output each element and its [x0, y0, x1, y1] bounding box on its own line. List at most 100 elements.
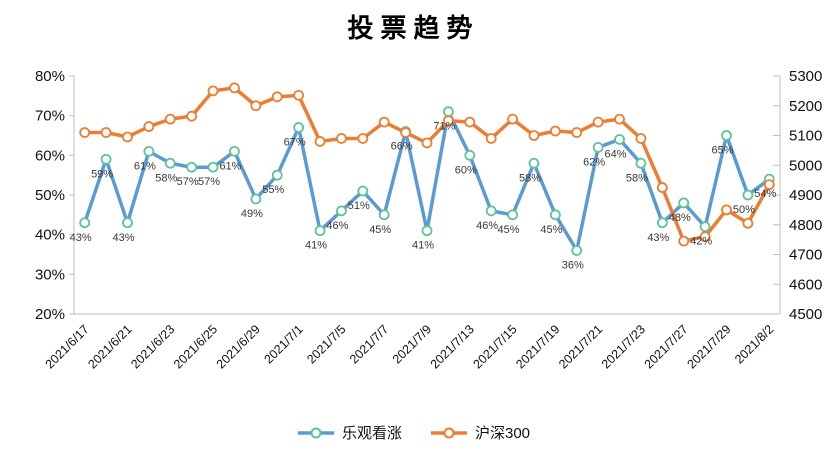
- data-point-label: 42%: [690, 236, 712, 248]
- optimistic-point-marker: [271, 169, 283, 181]
- y-axis-right-tick-label: 5300: [789, 68, 822, 85]
- data-point-label: 58%: [155, 172, 177, 184]
- x-axis-tick-label: 2021/7/9: [390, 322, 434, 366]
- csi300-point-marker: [678, 235, 690, 247]
- data-point-label: 51%: [348, 200, 370, 212]
- data-point-label: 61%: [134, 160, 156, 172]
- optimistic-point-marker: [314, 225, 326, 237]
- optimistic-point-marker: [592, 141, 604, 153]
- optimistic-point-marker: [229, 145, 240, 157]
- csi300-point-marker: [635, 133, 647, 144]
- optimistic-point-marker: [507, 209, 518, 221]
- chart-legend: 乐观看涨 沪深300: [0, 422, 827, 443]
- data-point-label: 60%: [455, 164, 477, 176]
- csi300-point-marker: [721, 204, 732, 216]
- csi300-point-marker: [485, 133, 497, 144]
- x-axis-tick-label: 2021/6/21: [85, 322, 134, 371]
- csi300-point-marker: [314, 136, 326, 147]
- y-axis-right-tick-label: 4900: [789, 187, 822, 204]
- csi300-point-marker: [293, 89, 305, 101]
- legend-item-csi300: 沪深300: [430, 422, 530, 443]
- x-axis-tick-label: 2021/6/23: [128, 322, 177, 371]
- x-axis-tick-label: 2021/6/17: [43, 322, 92, 371]
- x-axis-tick-label: 2021/6/29: [214, 322, 263, 371]
- optimistic-point-marker: [186, 161, 198, 173]
- data-point-label: 62%: [583, 156, 605, 168]
- data-point-label: 67%: [284, 137, 306, 149]
- data-point-label: 41%: [412, 240, 434, 252]
- data-point-label: 66%: [391, 141, 413, 153]
- optimistic-point-marker: [678, 197, 690, 209]
- x-axis-tick-label: 2021/7/19: [513, 322, 562, 371]
- optimistic-point-marker: [656, 217, 668, 229]
- data-point-label: 58%: [626, 172, 648, 184]
- y-axis-left-tick-label: 70%: [35, 108, 65, 125]
- y-axis-right-tick-label: 4800: [789, 217, 822, 234]
- y-axis-left-tick-label: 80%: [35, 68, 65, 85]
- csi300-point-marker: [143, 121, 155, 132]
- data-point-label: 43%: [70, 232, 92, 244]
- optimistic-point-marker: [207, 161, 219, 173]
- y-axis-right-tick-label: 5000: [789, 157, 822, 174]
- y-axis-left-tick-label: 50%: [35, 187, 65, 204]
- data-point-label: 71%: [433, 121, 455, 133]
- optimistic-point-marker: [721, 130, 732, 141]
- data-point-label: 45%: [540, 224, 562, 236]
- data-point-label: 65%: [711, 145, 733, 157]
- data-point-label: 57%: [177, 176, 199, 188]
- optimistic-point-marker: [164, 157, 176, 169]
- data-point-label: 49%: [241, 208, 263, 220]
- x-axis-tick-label: 2021/8/2: [732, 322, 776, 366]
- csi300-series-icon: [430, 427, 467, 438]
- csi300-point-marker: [122, 131, 133, 143]
- csi300-point-marker: [464, 116, 476, 128]
- x-axis-tick-label: 2021/6/25: [171, 322, 220, 371]
- x-axis-tick-label: 2021/7/5: [304, 322, 348, 366]
- optimistic-point-marker: [336, 205, 347, 217]
- data-point-label: 57%: [198, 176, 220, 188]
- legend-item-optimistic: 乐观看涨: [297, 422, 402, 443]
- csi300-point-marker: [250, 100, 262, 112]
- optimistic-point-marker: [122, 217, 133, 229]
- data-point-label: 46%: [326, 220, 348, 232]
- csi300-point-marker: [400, 127, 412, 138]
- data-point-label: 48%: [669, 212, 691, 224]
- csi300-point-marker: [442, 115, 454, 127]
- csi300-point-marker: [742, 217, 754, 229]
- optimistic-point-marker: [421, 225, 433, 237]
- y-axis-right-tick-label: 4700: [789, 247, 822, 264]
- csi300-point-marker: [528, 130, 540, 141]
- x-axis-tick-label: 2021/7/27: [642, 322, 691, 371]
- csi300-point-marker: [271, 91, 283, 103]
- x-axis-tick-label: 2021/7/13: [428, 322, 477, 371]
- optimistic-point-marker: [357, 185, 369, 197]
- data-point-label: 59%: [91, 168, 113, 180]
- optimistic-series-icon: [297, 427, 334, 438]
- csi300-point-marker: [100, 127, 112, 138]
- legend-label-csi300: 沪深300: [474, 425, 531, 442]
- optimistic-point-marker: [293, 122, 305, 133]
- csi300-point-marker: [656, 182, 668, 193]
- optimistic-point-marker: [378, 209, 390, 221]
- csi300-point-marker: [571, 127, 583, 138]
- csi300-point-marker: [592, 116, 604, 128]
- csi300-point-marker: [763, 179, 775, 190]
- csi300-point-marker: [357, 133, 369, 144]
- data-point-label: 54%: [754, 188, 776, 200]
- y-axis-left-tick-label: 20%: [35, 306, 65, 323]
- data-point-label: 41%: [305, 240, 327, 252]
- csi300-point-marker: [207, 85, 219, 97]
- data-point-label: 46%: [476, 220, 498, 232]
- csi300-point-marker: [229, 82, 240, 94]
- optimistic-point-marker: [549, 209, 561, 221]
- data-point-label: 45%: [369, 224, 391, 236]
- csi300-point-marker: [507, 113, 518, 125]
- csi300-point-marker: [336, 133, 347, 144]
- csi300-point-marker: [164, 113, 176, 125]
- csi300-point-marker: [614, 113, 625, 125]
- csi300-point-marker: [549, 125, 561, 137]
- csi300-point-marker: [421, 137, 433, 149]
- optimistic-point-marker: [614, 134, 625, 145]
- optimistic-point-marker: [635, 157, 647, 169]
- optimistic-point-marker: [571, 245, 583, 256]
